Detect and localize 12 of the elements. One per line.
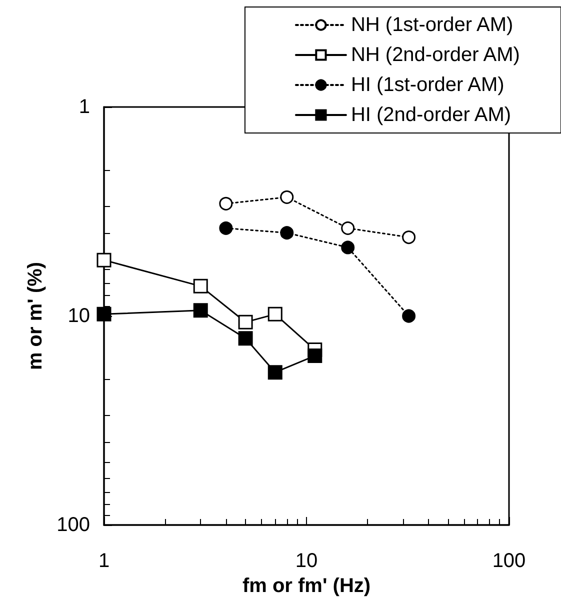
y-tick-label: 10	[68, 305, 90, 327]
y-tick-label: 1	[78, 96, 90, 118]
x-axis-title: fm or fm' (Hz)	[242, 574, 371, 597]
legend-label: HI (2nd-order AM)	[350, 104, 512, 126]
legend-label: NH (2nd-order AM)	[350, 44, 520, 66]
y-axis-title: m or m' (%)	[24, 262, 47, 370]
x-tick-label: 1	[98, 550, 110, 572]
y-tick-label: 100	[56, 514, 90, 536]
x-tick-label: 10	[295, 550, 318, 572]
legend-label: HI (1st-order AM)	[350, 74, 504, 96]
x-tick-label: 100	[492, 550, 526, 572]
legend-label: NH (1st-order AM)	[350, 14, 514, 36]
